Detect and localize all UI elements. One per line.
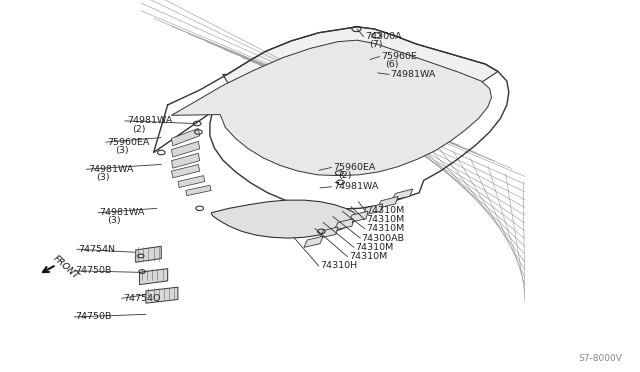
Text: (6): (6): [385, 60, 398, 69]
Text: 74981WA: 74981WA: [88, 165, 134, 174]
Text: 75960EA: 75960EA: [108, 138, 150, 147]
Text: 74981WA: 74981WA: [99, 208, 145, 217]
Text: 74981WA: 74981WA: [333, 182, 378, 191]
Text: 74750B: 74750B: [76, 312, 112, 321]
Polygon shape: [392, 189, 413, 200]
Text: 74310M: 74310M: [366, 215, 404, 224]
Text: 74310M: 74310M: [366, 206, 404, 215]
Polygon shape: [172, 40, 492, 176]
Text: 74981WA: 74981WA: [127, 116, 172, 125]
Polygon shape: [136, 246, 161, 262]
Polygon shape: [172, 141, 200, 157]
Polygon shape: [172, 128, 200, 146]
Text: 74310M: 74310M: [355, 243, 394, 252]
Text: 74300A: 74300A: [365, 32, 401, 41]
Polygon shape: [364, 204, 383, 215]
Polygon shape: [320, 227, 338, 238]
Polygon shape: [146, 287, 178, 303]
Text: (2): (2): [338, 171, 351, 180]
Text: (3): (3): [96, 173, 109, 182]
Polygon shape: [172, 164, 200, 178]
Text: (3): (3): [108, 217, 121, 225]
Text: 74300AB: 74300AB: [362, 234, 404, 243]
Polygon shape: [186, 185, 211, 196]
Polygon shape: [211, 200, 357, 238]
Text: 74754N: 74754N: [78, 245, 115, 254]
Text: 75960E: 75960E: [381, 52, 417, 61]
Polygon shape: [223, 27, 498, 121]
Text: 74310H: 74310H: [320, 262, 357, 270]
Text: 74310M: 74310M: [366, 224, 404, 233]
Text: 75960EA: 75960EA: [333, 163, 375, 172]
Text: (7): (7): [369, 40, 383, 49]
Text: S7-8000V: S7-8000V: [578, 354, 622, 363]
Polygon shape: [378, 196, 398, 208]
Text: 74310M: 74310M: [349, 252, 387, 261]
Polygon shape: [178, 176, 205, 187]
Text: FRONT: FRONT: [51, 254, 80, 281]
Text: 74981WA: 74981WA: [390, 70, 436, 79]
Polygon shape: [172, 153, 200, 168]
Text: (3): (3): [115, 146, 129, 155]
Text: 74750B: 74750B: [76, 266, 112, 275]
Text: 74754Q: 74754Q: [123, 294, 160, 303]
Polygon shape: [334, 219, 353, 230]
Text: (2): (2): [132, 125, 145, 134]
Polygon shape: [349, 211, 368, 222]
Polygon shape: [140, 269, 168, 285]
Polygon shape: [304, 236, 323, 247]
